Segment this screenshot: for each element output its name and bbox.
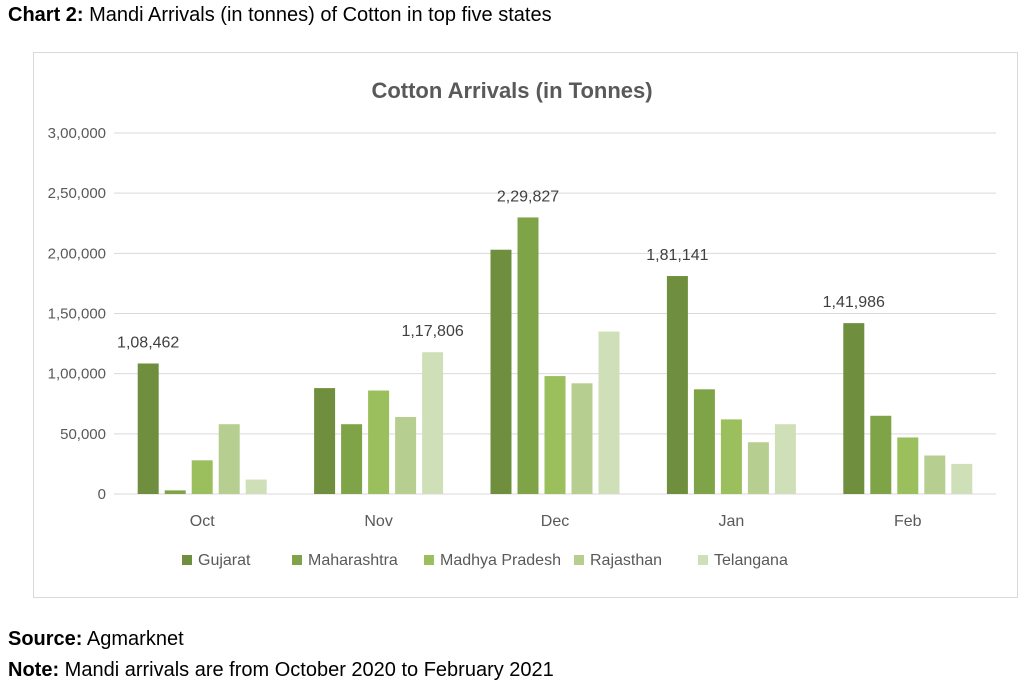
bar-dec-madhya-pradesh xyxy=(544,376,566,494)
bar-nov-madhya-pradesh xyxy=(368,390,390,494)
x-tick-label: Jan xyxy=(719,513,745,530)
bar-jan-gujarat xyxy=(666,276,688,494)
bar-feb-rajasthan xyxy=(924,455,946,494)
bar-oct-telangana xyxy=(245,479,267,494)
x-tick-label: Feb xyxy=(894,513,922,530)
note-label: Note: xyxy=(8,659,60,681)
bar-feb-gujarat xyxy=(843,323,865,494)
source-text: Agmarknet xyxy=(82,628,184,650)
chart-caption: Chart 2: Mandi Arrivals (in tonnes) of C… xyxy=(8,4,552,27)
legend-label: Maharashtra xyxy=(308,552,398,569)
legend-swatch xyxy=(424,555,434,565)
bar-dec-maharashtra xyxy=(517,217,539,494)
bar-jan-madhya-pradesh xyxy=(720,419,742,494)
data-label: 1,08,462 xyxy=(117,334,179,351)
y-axis-ticks: 0 50,000 1,00,000 1,50,000 2,00,000 2,50,000 3… xyxy=(48,125,106,503)
chart-container: Cotton Arrivals (in Tonnes) 0 50,000 1,00,… xyxy=(33,52,1018,598)
x-tick-label: Dec xyxy=(541,513,569,530)
x-tick-label: Nov xyxy=(364,513,392,530)
legend-label: Rajasthan xyxy=(590,552,662,569)
bar-dec-rajasthan xyxy=(571,383,593,494)
y-tick-label: 1,50,000 xyxy=(48,306,106,323)
data-label: 2,29,827 xyxy=(497,188,559,205)
data-labels: 1,08,462 1,17,806 2,29,827 1,81,141 1,41,986 xyxy=(117,188,885,351)
data-label: 1,17,806 xyxy=(401,323,463,340)
legend-swatch xyxy=(574,555,584,565)
y-tick-label: 0 xyxy=(98,486,106,503)
bar-dec-gujarat xyxy=(490,249,512,494)
legend-swatch xyxy=(698,555,708,565)
legend-label: Telangana xyxy=(714,552,788,569)
data-label: 1,41,986 xyxy=(823,294,885,311)
note-line: Note: Mandi arrivals are from October 20… xyxy=(8,659,554,682)
bar-oct-madhya-pradesh xyxy=(191,460,213,494)
x-axis-ticks: Oct Nov Dec Jan Feb xyxy=(190,513,922,530)
gridlines xyxy=(114,132,996,495)
bar-dec-telangana xyxy=(598,331,620,494)
source-label: Source: xyxy=(8,628,83,650)
bar-oct-gujarat xyxy=(137,363,159,494)
x-tick-label: Oct xyxy=(190,513,215,530)
bar-oct-rajasthan xyxy=(218,424,240,494)
bar-nov-rajasthan xyxy=(395,416,417,494)
bar-feb-maharashtra xyxy=(870,415,892,494)
bars xyxy=(137,217,973,494)
bar-jan-rajasthan xyxy=(747,442,769,494)
legend-swatch xyxy=(182,555,192,565)
legend: Gujarat Maharashtra Madhya Pradesh Rajastha… xyxy=(182,552,788,569)
bar-nov-telangana xyxy=(422,352,444,494)
legend-label: Madhya Pradesh xyxy=(440,552,561,569)
y-tick-label: 50,000 xyxy=(60,426,106,443)
y-tick-label: 1,00,000 xyxy=(48,366,106,383)
legend-label: Gujarat xyxy=(198,552,251,569)
bar-chart: Cotton Arrivals (in Tonnes) 0 50,000 1,00,… xyxy=(48,78,996,569)
note-text: Mandi arrivals are from October 2020 to … xyxy=(59,659,554,681)
bar-oct-maharashtra xyxy=(164,490,186,494)
source-line: Source: Agmarknet xyxy=(8,628,184,651)
bar-jan-telangana xyxy=(774,424,796,494)
y-tick-label: 2,00,000 xyxy=(48,245,106,262)
bar-nov-maharashtra xyxy=(341,424,363,494)
bar-nov-gujarat xyxy=(314,388,336,494)
caption-text: Mandi Arrivals (in tonnes) of Cotton in … xyxy=(83,4,552,26)
y-tick-label: 3,00,000 xyxy=(48,125,106,142)
chart-title: Cotton Arrivals (in Tonnes) xyxy=(371,78,652,103)
bar-jan-maharashtra xyxy=(693,389,715,494)
legend-swatch xyxy=(292,555,302,565)
y-tick-label: 2,50,000 xyxy=(48,185,106,202)
bar-feb-madhya-pradesh xyxy=(897,437,919,494)
caption-label: Chart 2: xyxy=(8,4,84,26)
bar-feb-telangana xyxy=(951,463,973,494)
data-label: 1,81,141 xyxy=(646,247,708,264)
